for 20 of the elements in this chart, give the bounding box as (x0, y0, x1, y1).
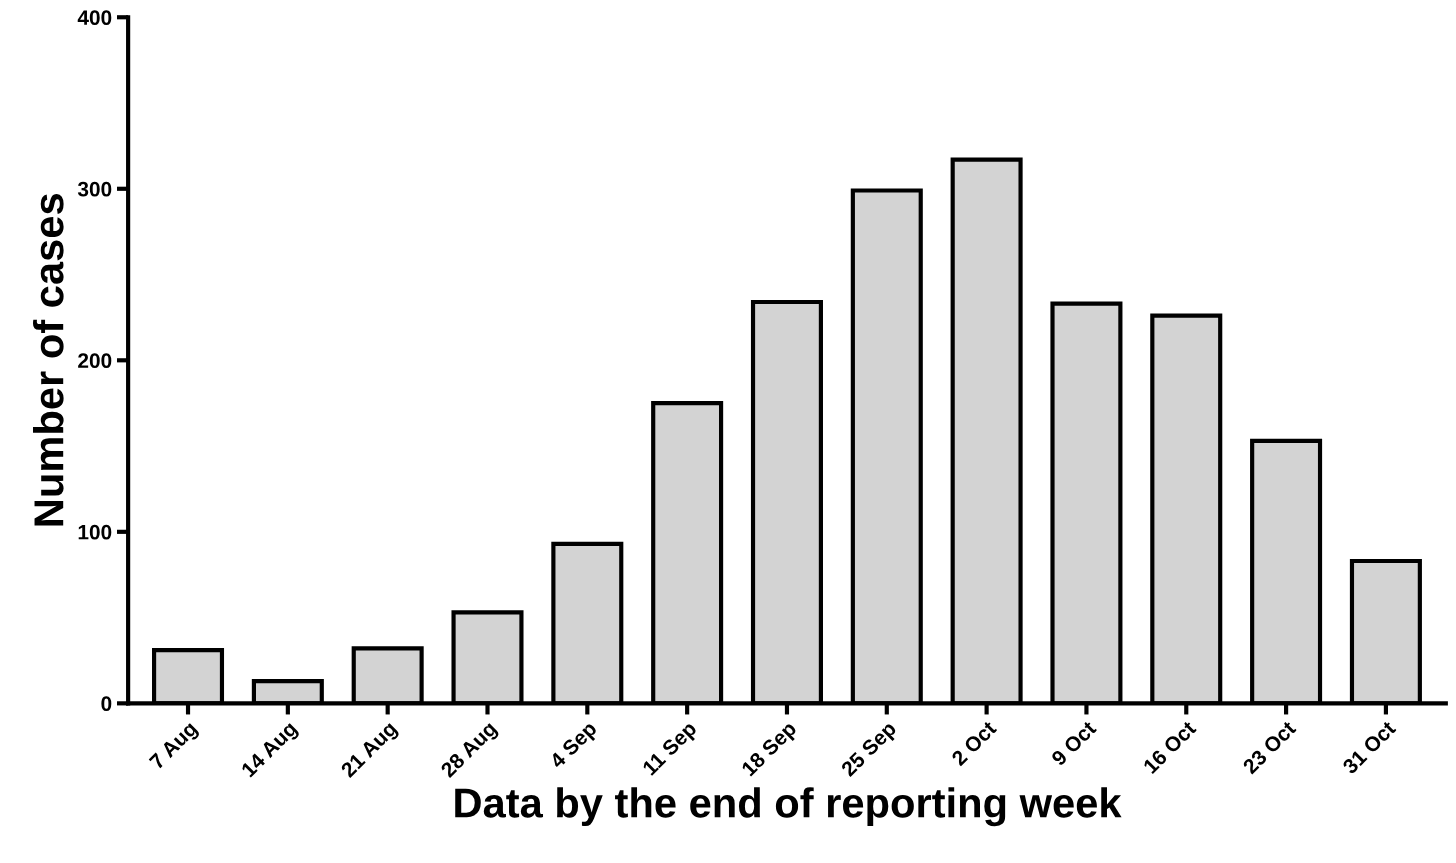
x-tick-label: 9 Oct (1050, 719, 1098, 767)
x-tick-label: 18 Sep (740, 720, 801, 780)
x-tick-label: 16 Oct (1142, 719, 1197, 775)
x-tick-label: 7 Aug (148, 720, 201, 773)
y-axis-title: Number of cases (33, 194, 64, 526)
x-tick-label: 28 Aug (439, 720, 501, 782)
x-tick-label: 14 Aug (240, 720, 301, 781)
x-tick-label: 25 Sep (840, 720, 900, 781)
x-tick-label: 23 Oct (1241, 719, 1297, 775)
y-tick-label: 400 (77, 10, 112, 26)
y-tick-label: 100 (78, 524, 112, 540)
x-tick-label: 11 Sep (641, 720, 701, 779)
x-tick-label: 21 Aug (339, 720, 401, 782)
x-tick-label: 2 Oct (950, 719, 998, 767)
x-tick-label: 31 Oct (1341, 719, 1397, 775)
x-tick-label: 4 Sep (548, 720, 601, 773)
y-tick-label: 0 (101, 696, 112, 712)
x-axis-title: Data by the end of reporting week (455, 787, 1122, 827)
y-tick-label: 300 (77, 181, 112, 197)
y-tick-label: 200 (78, 353, 112, 369)
